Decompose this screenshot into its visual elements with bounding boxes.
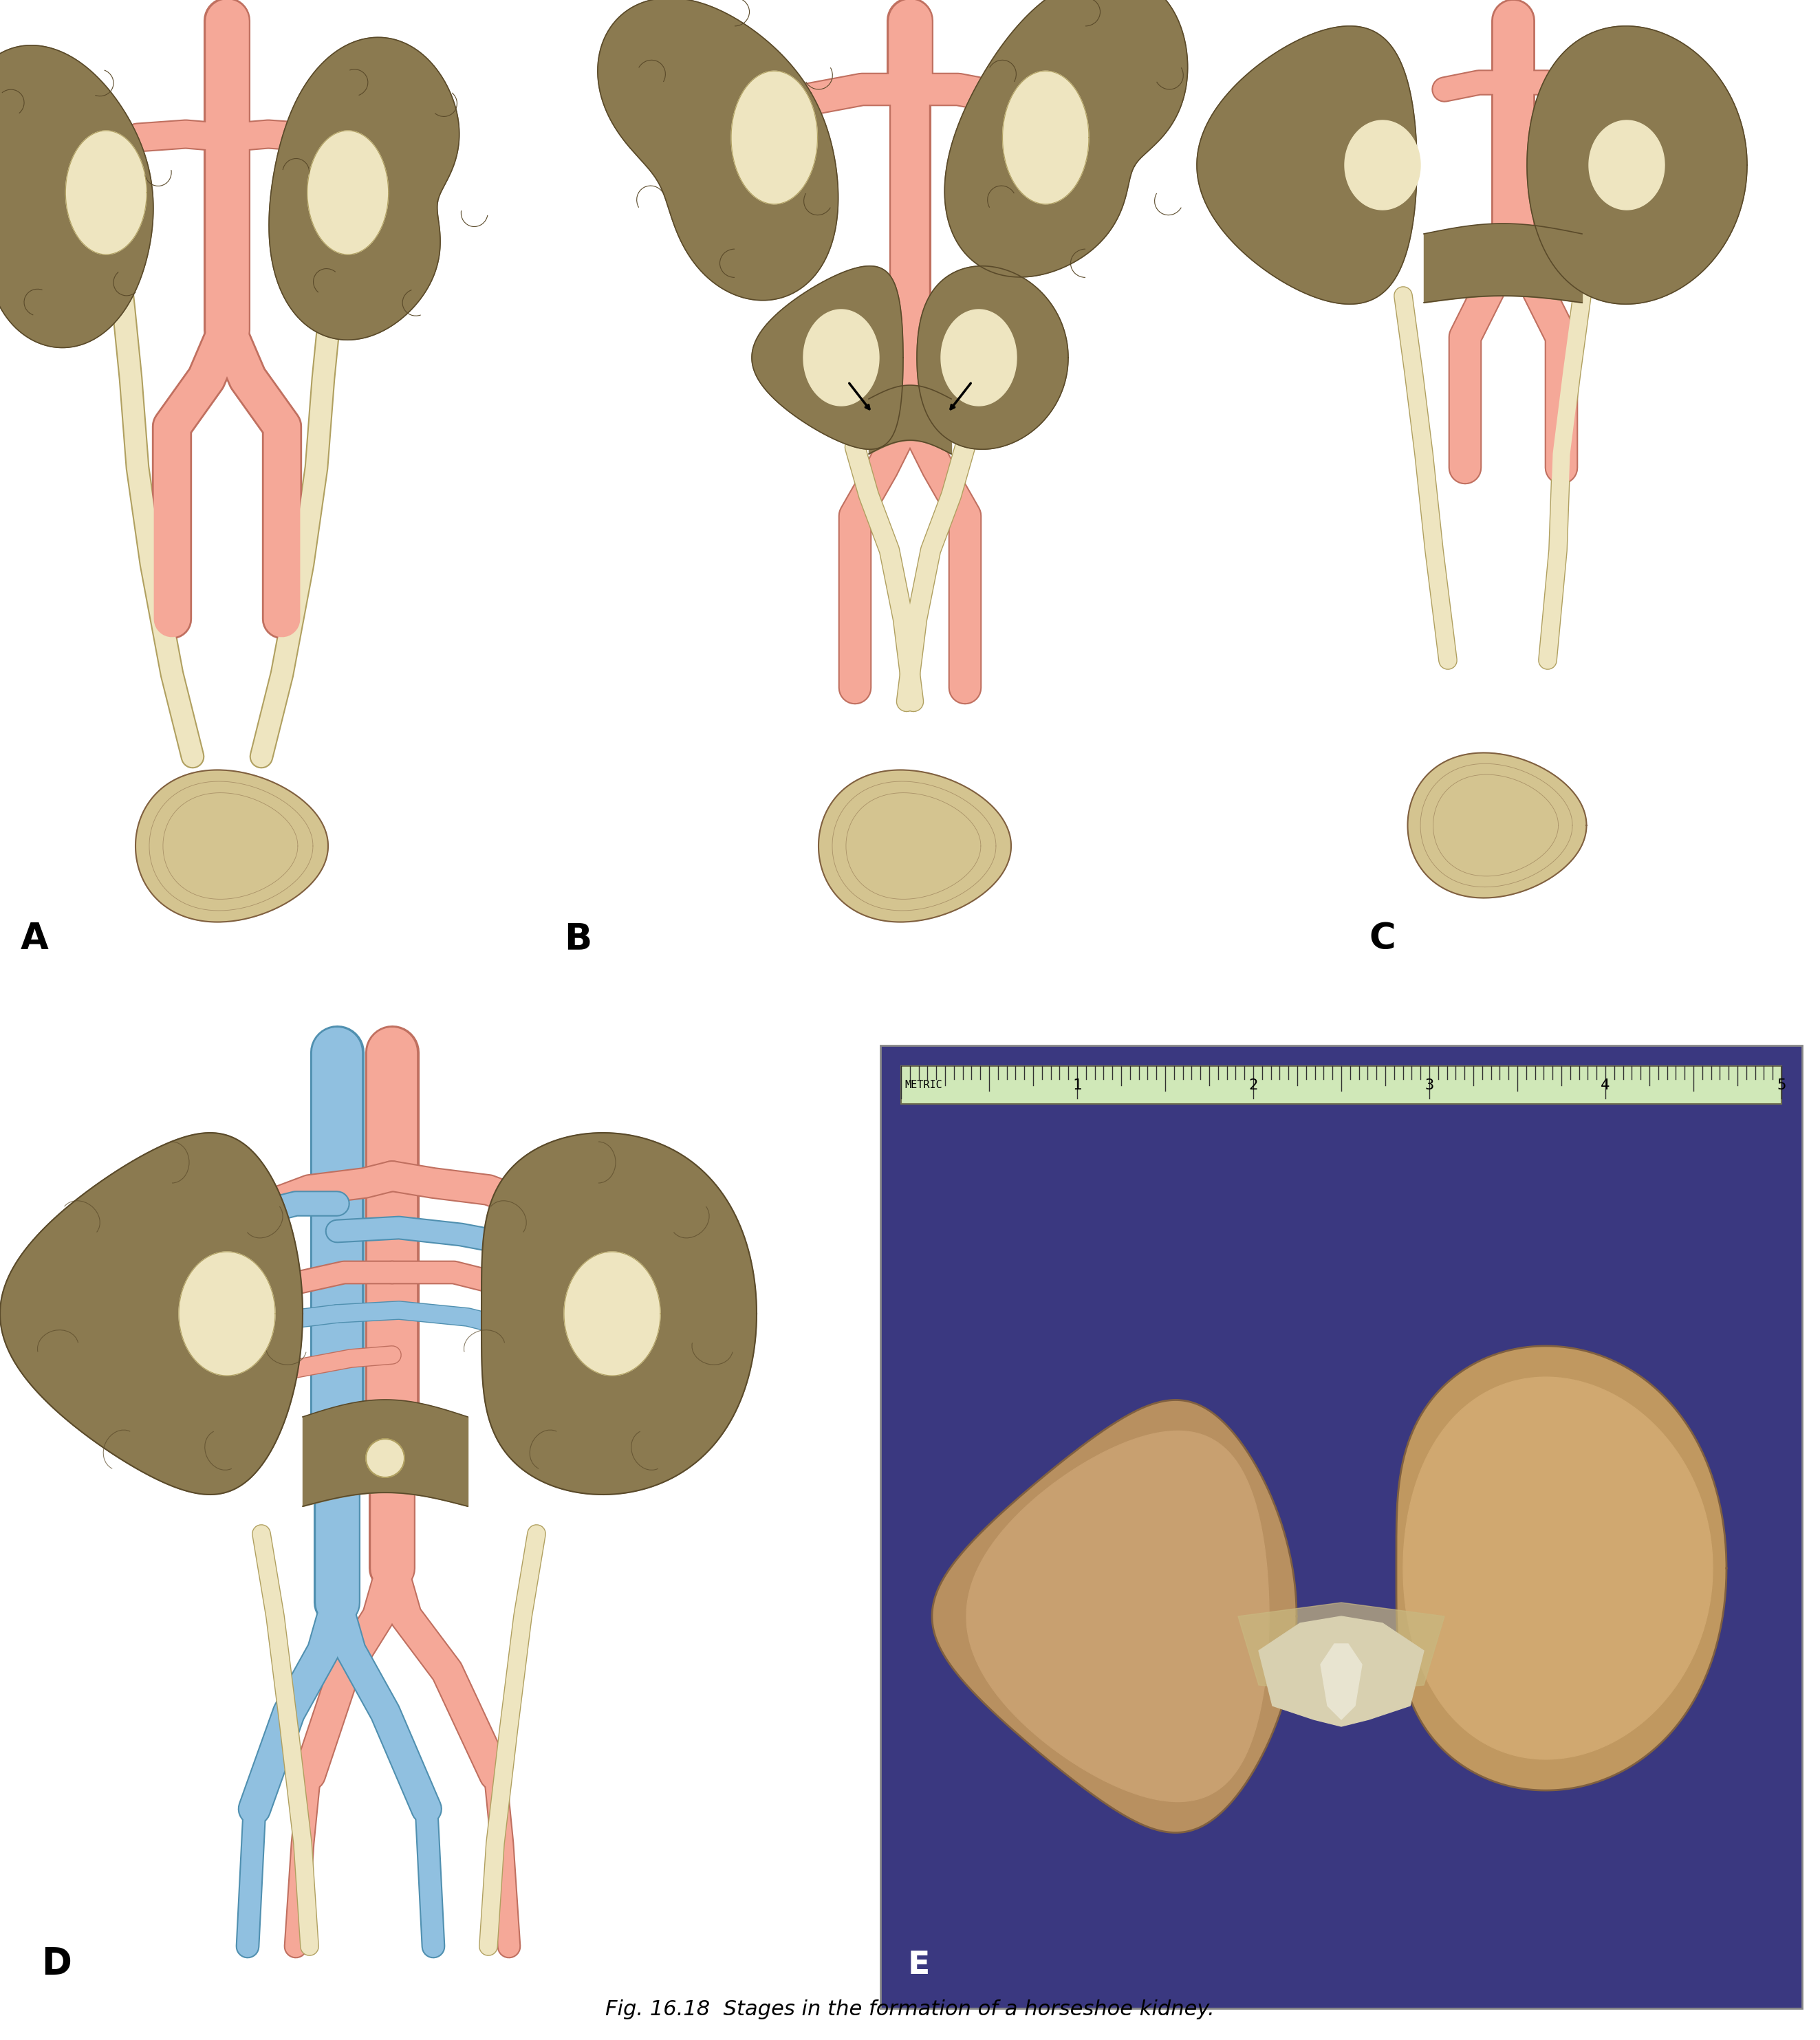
Text: A: A: [20, 920, 49, 957]
Polygon shape: [1321, 1644, 1361, 1720]
FancyBboxPatch shape: [901, 1067, 1782, 1104]
Polygon shape: [1238, 1603, 1445, 1691]
Polygon shape: [269, 37, 459, 341]
Text: 3: 3: [1425, 1077, 1434, 1091]
Text: C: C: [1369, 920, 1396, 957]
Polygon shape: [1403, 1377, 1713, 1758]
Polygon shape: [597, 0, 839, 300]
Polygon shape: [803, 310, 879, 406]
Polygon shape: [1407, 753, 1587, 898]
Polygon shape: [1589, 120, 1665, 210]
Polygon shape: [482, 1132, 757, 1495]
Polygon shape: [178, 1253, 275, 1375]
FancyBboxPatch shape: [881, 1044, 1802, 2007]
Polygon shape: [932, 1399, 1296, 1832]
Text: B: B: [564, 920, 592, 957]
Polygon shape: [564, 1253, 661, 1375]
Polygon shape: [66, 131, 147, 255]
Polygon shape: [819, 769, 1012, 922]
Text: Fig. 16.18  Stages in the formation of a horseshoe kidney.: Fig. 16.18 Stages in the formation of a …: [606, 1999, 1214, 2020]
Text: 5: 5: [1776, 1077, 1785, 1091]
Polygon shape: [308, 131, 388, 255]
Polygon shape: [945, 0, 1188, 277]
Polygon shape: [135, 769, 328, 922]
Polygon shape: [917, 265, 1068, 449]
Text: 2: 2: [1249, 1077, 1258, 1091]
Polygon shape: [941, 310, 1017, 406]
Polygon shape: [1198, 27, 1418, 304]
Polygon shape: [732, 71, 817, 204]
Text: 4: 4: [1602, 1077, 1611, 1091]
Polygon shape: [1527, 27, 1747, 304]
Polygon shape: [1345, 120, 1420, 210]
Polygon shape: [1396, 1346, 1727, 1791]
Polygon shape: [0, 45, 153, 347]
Text: D: D: [42, 1946, 71, 1981]
Text: 1: 1: [1072, 1077, 1081, 1091]
Polygon shape: [752, 265, 903, 449]
Text: METRIC: METRIC: [905, 1079, 943, 1089]
Polygon shape: [966, 1430, 1269, 1801]
Text: E: E: [908, 1950, 930, 1981]
Polygon shape: [0, 1132, 302, 1495]
Polygon shape: [1003, 71, 1088, 204]
Polygon shape: [1259, 1616, 1423, 1726]
Circle shape: [366, 1438, 404, 1477]
